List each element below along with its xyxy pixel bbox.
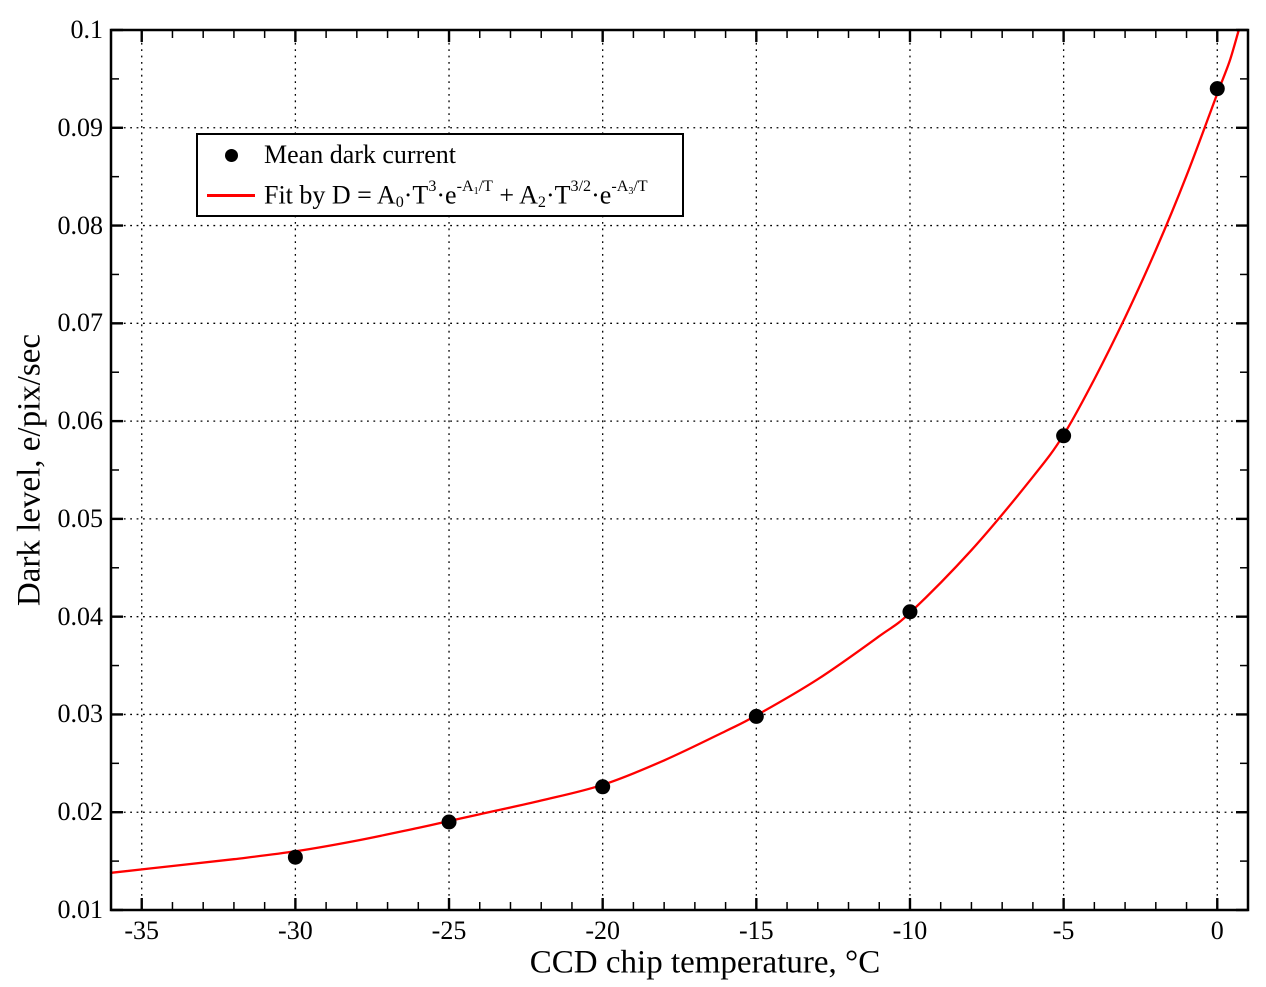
legend: Mean dark current Fit by D = A0·T3·e-A1/…	[196, 133, 684, 217]
data-point	[902, 604, 918, 620]
x-tick-label: -20	[585, 916, 620, 945]
data-point	[1056, 428, 1072, 444]
x-tick-label: -25	[431, 916, 467, 945]
legend-label: Mean dark current	[264, 140, 457, 169]
y-tick-label: 0.03	[57, 699, 104, 729]
y-tick-label: 0.05	[57, 503, 104, 533]
x-tick-label: -5	[1052, 916, 1075, 945]
y-tick-label: 0.02	[57, 797, 104, 827]
legend-entry-mean-dark-current: Mean dark current	[198, 135, 682, 175]
legend-marker-cell	[198, 148, 264, 162]
x-tick-label: -10	[892, 916, 928, 945]
y-axis-title: Dark level, e/pix/sec	[11, 333, 48, 607]
legend-entry-fit: Fit by D = A0·T3·e-A1/T + A2·T3/2·e-A3/T	[198, 175, 682, 215]
data-point	[748, 708, 764, 724]
y-tick-label: 0.04	[57, 601, 104, 631]
fit-line	[109, 28, 1240, 874]
x-tick-label: -35	[124, 916, 160, 945]
fit-line-sample-icon	[207, 193, 255, 197]
x-tick-label: 0	[1210, 916, 1224, 945]
scatter-marker-icon	[224, 148, 238, 162]
y-tick-label: 0.09	[57, 112, 104, 142]
legend-marker-cell	[198, 193, 264, 197]
legend-label-formula: Fit by D = A0·T3·e-A1/T + A2·T3/2·e-A3/T	[264, 178, 648, 212]
data-point	[1209, 81, 1225, 97]
y-tick-label: 0.08	[57, 210, 104, 240]
y-tick-label: 0.1	[70, 15, 104, 44]
x-axis-title: CCD chip temperature, °C	[529, 944, 881, 981]
y-tick-label: 0.01	[57, 895, 104, 924]
data-point	[595, 779, 611, 795]
data-point	[441, 814, 457, 830]
data-point	[287, 849, 303, 865]
x-tick-label: -15	[738, 916, 774, 945]
y-tick-label: 0.07	[57, 308, 104, 338]
x-tick-label: -30	[278, 916, 313, 945]
y-tick-label: 0.06	[57, 406, 104, 436]
